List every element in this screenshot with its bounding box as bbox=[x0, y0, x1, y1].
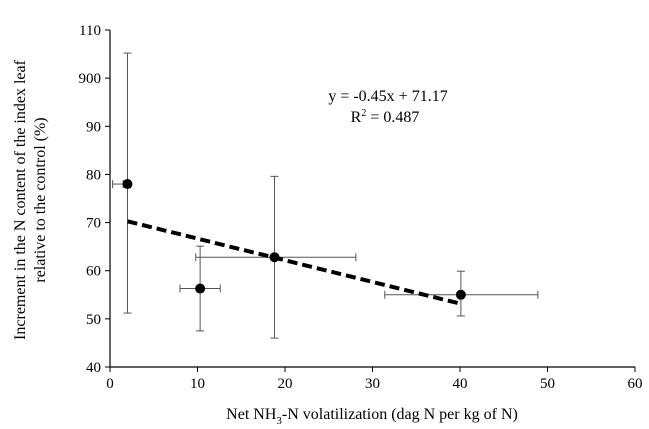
r-squared: R2 = 0.487 bbox=[351, 108, 420, 126]
x-tick-label: 30 bbox=[365, 376, 380, 392]
y-tick-label: 50 bbox=[86, 312, 101, 328]
y-tick-label: 60 bbox=[86, 264, 101, 280]
x-ticks: 0 10 20 30 40 50 60 bbox=[106, 367, 643, 392]
data-points bbox=[122, 179, 466, 300]
y-tick-label: 110 bbox=[79, 23, 101, 39]
plot-area bbox=[109, 30, 635, 368]
x-tick-label: 60 bbox=[628, 376, 643, 392]
x-tick-label: 50 bbox=[540, 376, 555, 392]
y-axis-title-line-2: relative to the control (%) bbox=[32, 117, 49, 282]
y-axis-title-line-1: Increment in the N content of the index … bbox=[12, 59, 29, 340]
x-tick-label: 10 bbox=[190, 376, 205, 392]
x-axis-title: Net NH3-N volatilization (dag N per kg o… bbox=[226, 406, 518, 427]
x-tick-label: 40 bbox=[453, 376, 468, 392]
trend-equation: y = -0.45x + 71.17 bbox=[328, 88, 447, 105]
y-tick-label: 40 bbox=[86, 360, 101, 376]
x-tick-label: 0 bbox=[106, 376, 114, 392]
y-tick-label: 90 bbox=[86, 119, 101, 135]
data-point bbox=[122, 179, 133, 190]
y-ticks: 40 50 60 70 80 90 900 110 bbox=[79, 23, 110, 376]
error-bars bbox=[112, 52, 539, 339]
x-tick-label: 20 bbox=[278, 376, 293, 392]
trendline bbox=[127, 219, 462, 306]
data-point bbox=[269, 252, 280, 263]
data-point bbox=[195, 283, 206, 294]
y-tick-label: 80 bbox=[86, 167, 101, 183]
y-tick-label: 900 bbox=[79, 71, 102, 87]
y-axis-title: Increment in the N content of the index … bbox=[12, 59, 49, 340]
data-point bbox=[455, 289, 466, 300]
y-tick-label: 70 bbox=[86, 216, 101, 232]
